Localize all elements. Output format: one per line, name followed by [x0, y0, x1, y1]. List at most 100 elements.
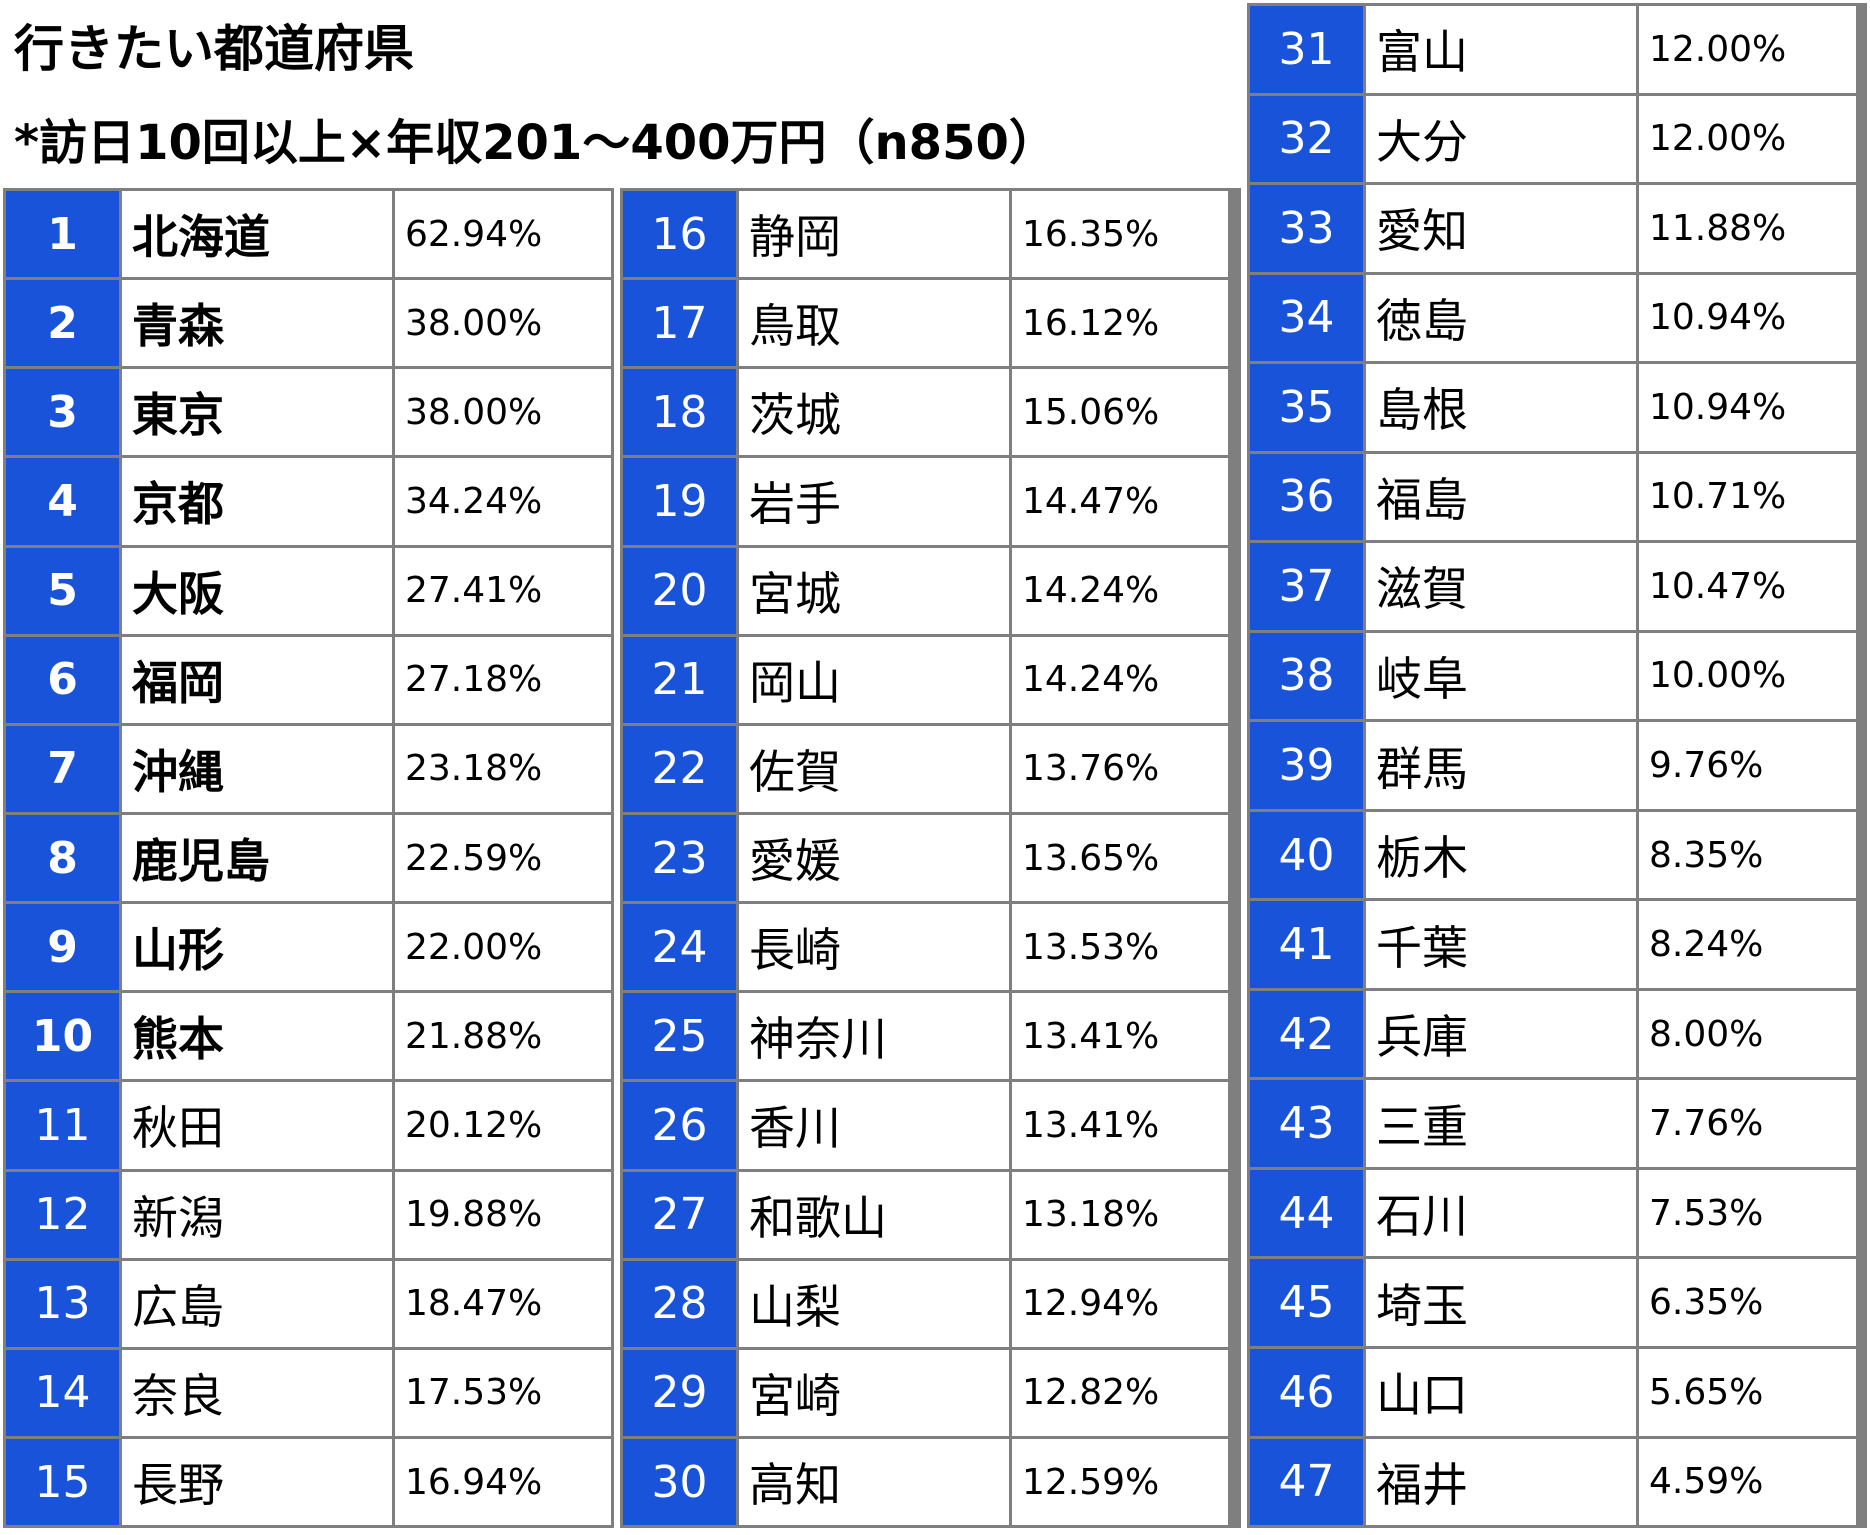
ranking-row: 15 長野 16.94% [6, 1438, 611, 1526]
rank-cell: 30 [623, 1438, 736, 1526]
percentage: 8.35% [1639, 811, 1856, 899]
prefecture-name: 石川 [1366, 1169, 1636, 1257]
prefecture-name: 北海道 [122, 191, 392, 278]
rank-cell: 28 [623, 1260, 736, 1347]
rank-cell: 36 [1250, 453, 1363, 541]
percentage: 13.76% [1012, 725, 1228, 812]
percentage: 22.59% [395, 814, 611, 902]
prefecture-name: 茨城 [739, 369, 1009, 456]
page-title: 行きたい都道府県 [14, 20, 414, 78]
percentage: 12.00% [1639, 95, 1856, 183]
percentage: 9.76% [1639, 722, 1856, 809]
rank-cell: 37 [1250, 543, 1363, 630]
prefecture-name: 和歌山 [739, 1171, 1009, 1258]
prefecture-name: 広島 [122, 1260, 392, 1347]
percentage: 13.65% [1012, 814, 1228, 902]
ranking-row: 26 香川 13.41% [623, 1082, 1238, 1169]
percentage: 12.59% [1012, 1438, 1228, 1526]
prefecture-name: 兵庫 [1366, 990, 1636, 1078]
prefecture-name: 香川 [739, 1082, 1009, 1169]
ranking-row: 28 山梨 12.94% [623, 1260, 1238, 1347]
rank-cell: 5 [6, 547, 119, 634]
ranking-row: 34 徳島 10.94% [1250, 274, 1864, 362]
ranking-row: 38 岐阜 10.00% [1250, 632, 1864, 720]
percentage: 4.59% [1639, 1438, 1856, 1526]
percentage: 19.88% [395, 1171, 611, 1258]
rank-cell: 19 [623, 458, 736, 545]
rank-cell: 13 [6, 1260, 119, 1347]
prefecture-name: 愛知 [1366, 185, 1636, 272]
prefecture-name: 宮城 [739, 547, 1009, 634]
prefecture-name: 三重 [1366, 1080, 1636, 1167]
ranking-row: 18 茨城 15.06% [623, 369, 1238, 456]
percentage: 13.18% [1012, 1171, 1228, 1258]
prefecture-name: 佐賀 [739, 725, 1009, 812]
ranking-row: 45 埼玉 6.35% [1250, 1259, 1864, 1346]
percentage: 14.24% [1012, 636, 1228, 723]
ranking-row: 40 栃木 8.35% [1250, 811, 1864, 899]
prefecture-name: 山形 [122, 904, 392, 991]
percentage: 11.88% [1639, 185, 1856, 272]
prefecture-name: 沖縄 [122, 725, 392, 812]
ranking-column-3: 31 富山 12.00% 32 大分 12.00% 33 愛知 11.88% 34 徳島 10.94%… [1247, 3, 1867, 1528]
ranking-row: 1 北海道 62.94% [6, 191, 611, 278]
percentage: 38.00% [395, 280, 611, 367]
percentage: 12.00% [1639, 6, 1856, 93]
ranking-row: 42 兵庫 8.00% [1250, 990, 1864, 1078]
rank-cell: 15 [6, 1438, 119, 1526]
rank-cell: 27 [623, 1171, 736, 1258]
ranking-row: 32 大分 12.00% [1250, 95, 1864, 183]
prefecture-name: 静岡 [739, 191, 1009, 278]
rank-cell: 23 [623, 814, 736, 902]
ranking-row: 19 岩手 14.47% [623, 458, 1238, 545]
prefecture-name: 岩手 [739, 458, 1009, 545]
ranking-row: 33 愛知 11.88% [1250, 185, 1864, 272]
rank-cell: 26 [623, 1082, 736, 1169]
percentage: 12.94% [1012, 1260, 1228, 1347]
ranking-row: 13 広島 18.47% [6, 1260, 611, 1347]
page-subtitle: *訪日10回以上×年収201～400万円（n850） [14, 115, 1057, 171]
percentage: 20.12% [395, 1082, 611, 1169]
ranking-row: 36 福島 10.71% [1250, 453, 1864, 541]
percentage: 34.24% [395, 458, 611, 545]
prefecture-name: 福井 [1366, 1438, 1636, 1526]
ranking-row: 30 高知 12.59% [623, 1438, 1238, 1526]
rank-cell: 22 [623, 725, 736, 812]
ranking-row: 21 岡山 14.24% [623, 636, 1238, 723]
percentage: 16.35% [1012, 191, 1228, 278]
ranking-row: 17 鳥取 16.12% [623, 280, 1238, 367]
ranking-row: 39 群馬 9.76% [1250, 722, 1864, 809]
ranking-column-2: 16 静岡 16.35% 17 鳥取 16.12% 18 茨城 15.06% 19 岩手 14.47%… [620, 188, 1241, 1528]
percentage: 27.41% [395, 547, 611, 634]
rank-cell: 6 [6, 636, 119, 723]
ranking-row: 3 東京 38.00% [6, 369, 611, 456]
rank-cell: 9 [6, 904, 119, 991]
ranking-row: 43 三重 7.76% [1250, 1080, 1864, 1167]
rank-cell: 39 [1250, 722, 1363, 809]
ranking-row: 20 宮城 14.24% [623, 547, 1238, 634]
ranking-row: 16 静岡 16.35% [623, 191, 1238, 278]
rank-cell: 16 [623, 191, 736, 278]
percentage: 16.94% [395, 1438, 611, 1526]
percentage: 8.24% [1639, 901, 1856, 988]
rank-cell: 40 [1250, 811, 1363, 899]
ranking-row: 11 秋田 20.12% [6, 1082, 611, 1169]
ranking-row: 5 大阪 27.41% [6, 547, 611, 634]
rank-cell: 24 [623, 904, 736, 991]
percentage: 21.88% [395, 993, 611, 1080]
percentage: 13.41% [1012, 1082, 1228, 1169]
percentage: 8.00% [1639, 990, 1856, 1078]
ranking-row: 27 和歌山 13.18% [623, 1171, 1238, 1258]
rank-cell: 47 [1250, 1438, 1363, 1526]
percentage: 17.53% [395, 1349, 611, 1436]
prefecture-name: 滋賀 [1366, 543, 1636, 630]
rank-cell: 21 [623, 636, 736, 723]
prefecture-name: 福岡 [122, 636, 392, 723]
prefecture-name: 宮崎 [739, 1349, 1009, 1436]
percentage: 14.24% [1012, 547, 1228, 634]
percentage: 62.94% [395, 191, 611, 278]
rank-cell: 4 [6, 458, 119, 545]
ranking-row: 37 滋賀 10.47% [1250, 543, 1864, 630]
percentage: 10.71% [1639, 453, 1856, 541]
rank-cell: 32 [1250, 95, 1363, 183]
